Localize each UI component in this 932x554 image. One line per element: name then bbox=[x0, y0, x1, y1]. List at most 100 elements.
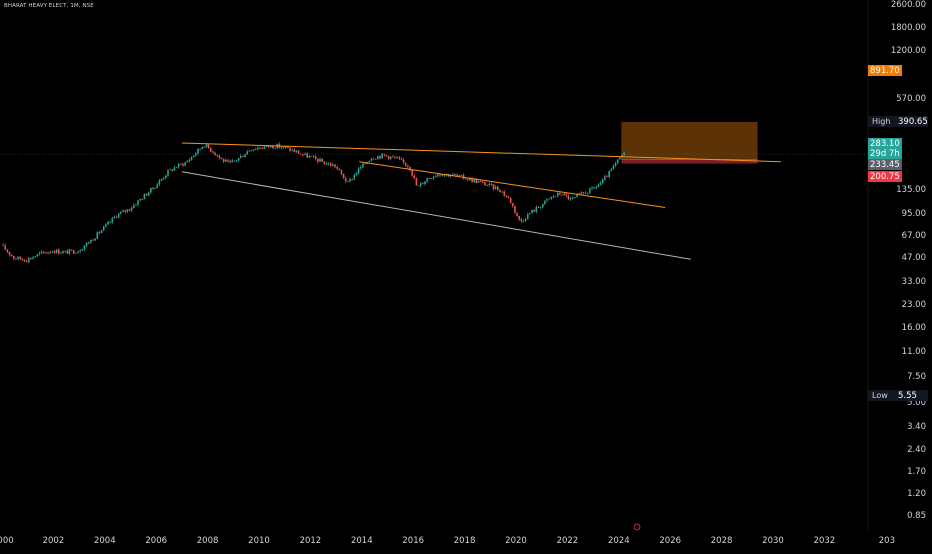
candle-body bbox=[325, 163, 328, 165]
price-axis[interactable]: 2600.00 1800.00 1200.00 570.00 135.00 95.00 67… bbox=[867, 0, 932, 530]
candle-body bbox=[392, 156, 394, 158]
price-badge-text: 283.10 bbox=[870, 139, 900, 149]
candle-body bbox=[49, 252, 51, 254]
time-tick-label: 203 bbox=[879, 536, 895, 546]
candle-body bbox=[269, 145, 272, 147]
candle-body bbox=[614, 162, 617, 166]
candle-body bbox=[113, 216, 116, 218]
candle-body bbox=[593, 187, 595, 189]
price-badge-text: 891.70 bbox=[870, 66, 900, 76]
candle-body bbox=[338, 168, 341, 171]
candle-body bbox=[387, 156, 390, 159]
price-tick-label: 5.00 bbox=[907, 398, 926, 408]
candle-body bbox=[27, 258, 30, 262]
candle-body bbox=[608, 170, 610, 177]
candle-body bbox=[452, 174, 454, 176]
candle-body bbox=[336, 166, 338, 169]
candle-body bbox=[516, 212, 518, 217]
price-tick-label: 7.50 bbox=[907, 372, 926, 382]
candle-body bbox=[25, 261, 28, 263]
candle-body bbox=[23, 259, 26, 262]
candle-body bbox=[284, 146, 287, 148]
candle-body bbox=[374, 158, 377, 160]
price-badge bbox=[868, 171, 902, 182]
trendline-lower-support[interactable] bbox=[181, 171, 691, 260]
candle-body bbox=[137, 200, 139, 205]
candle-body bbox=[21, 259, 24, 260]
time-tick-label: 2032 bbox=[814, 536, 836, 546]
candle-body bbox=[92, 239, 94, 241]
candle-body bbox=[563, 193, 565, 196]
candle-body bbox=[105, 224, 107, 227]
candle-body bbox=[154, 188, 156, 189]
candle-body bbox=[162, 178, 165, 180]
trendline-upper-resistance[interactable] bbox=[181, 142, 781, 163]
candle-body bbox=[177, 163, 180, 168]
candle-body bbox=[4, 245, 7, 250]
candle-body bbox=[173, 167, 176, 171]
time-tick-label: 2028 bbox=[711, 536, 733, 546]
candle-body bbox=[186, 161, 189, 163]
symbol-title: BHARAT HEAVY ELECT, 1M, NSE bbox=[4, 3, 94, 9]
candle-body bbox=[571, 197, 574, 199]
candle-body bbox=[128, 209, 131, 211]
time-tick-label: 2020 bbox=[505, 536, 527, 546]
candle-body bbox=[582, 192, 585, 194]
candle-body bbox=[246, 151, 249, 155]
candle-body bbox=[494, 186, 497, 189]
candle-body bbox=[419, 183, 422, 186]
candle-body bbox=[606, 176, 608, 178]
candle-body bbox=[124, 210, 126, 212]
candle-body bbox=[616, 159, 619, 163]
stop-zone bbox=[621, 159, 758, 164]
candle-body bbox=[235, 160, 238, 162]
candle-body bbox=[364, 163, 366, 165]
candle-body bbox=[19, 256, 22, 260]
candle-body bbox=[100, 230, 103, 234]
candle-body bbox=[150, 187, 152, 193]
candle-body bbox=[199, 148, 201, 150]
time-tick-label: 2026 bbox=[659, 536, 681, 546]
candle-body bbox=[165, 175, 167, 179]
candle-body bbox=[619, 157, 621, 160]
candle-body bbox=[443, 174, 446, 177]
candle-body bbox=[319, 159, 321, 162]
candle-body bbox=[362, 163, 364, 168]
candle-body bbox=[34, 256, 36, 258]
candle-body bbox=[402, 159, 405, 163]
candle-body bbox=[231, 160, 234, 163]
candle-body bbox=[145, 194, 148, 196]
candle-body bbox=[567, 195, 570, 200]
target-zone bbox=[621, 121, 758, 160]
time-axis[interactable]: 2000 2002 2004 2006 2008 2010 2012 2014 2016 2018… bbox=[0, 523, 895, 546]
candle-body bbox=[327, 163, 330, 165]
candle-body bbox=[132, 205, 135, 208]
event-marker-icon[interactable] bbox=[633, 523, 641, 531]
candle-body bbox=[580, 192, 583, 194]
candle-body bbox=[520, 219, 523, 222]
candle-body bbox=[87, 242, 90, 244]
price-tick-label: 1.20 bbox=[907, 489, 926, 499]
candle-body bbox=[6, 249, 9, 252]
candle-body bbox=[272, 145, 274, 149]
candle-body bbox=[456, 174, 458, 176]
candle-body bbox=[297, 151, 300, 154]
price-tick-label: 23.00 bbox=[902, 300, 926, 310]
candle-body bbox=[147, 192, 150, 196]
candle-body bbox=[486, 185, 488, 186]
candle-body bbox=[432, 176, 435, 179]
candle-body bbox=[222, 159, 225, 162]
candle-body bbox=[344, 178, 347, 182]
candle-body bbox=[353, 174, 356, 180]
candle-body bbox=[601, 179, 604, 183]
candle-body bbox=[372, 158, 375, 160]
candle-body bbox=[302, 154, 304, 156]
candle-body bbox=[439, 174, 441, 176]
candle-body bbox=[160, 179, 163, 181]
candle-body bbox=[398, 157, 401, 159]
candle-body bbox=[158, 180, 161, 185]
trendline-lower-resistance[interactable] bbox=[359, 161, 666, 208]
